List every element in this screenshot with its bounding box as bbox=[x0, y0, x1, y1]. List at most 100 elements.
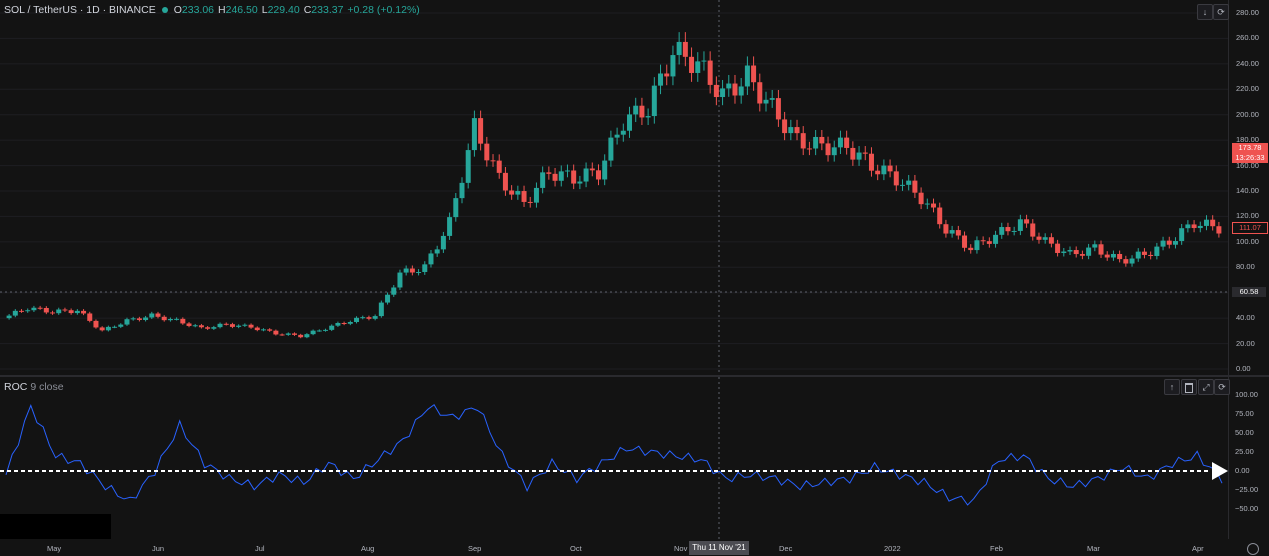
reset-view-icon[interactable]: ⟳ bbox=[1213, 4, 1229, 20]
indicator-params: 9 close bbox=[30, 381, 64, 393]
candle-body bbox=[304, 334, 310, 338]
candle-body bbox=[453, 198, 459, 218]
candle-body bbox=[763, 99, 769, 104]
candle-body bbox=[602, 160, 608, 180]
roc-tick-label: −25.00 bbox=[1235, 485, 1259, 494]
candle-body bbox=[899, 184, 905, 186]
candle-body bbox=[471, 118, 477, 151]
low-key: L bbox=[261, 4, 268, 16]
pane-settings-icon[interactable]: ⟳ bbox=[1214, 379, 1230, 395]
maximize-pane-icon[interactable]: ⤢ bbox=[1198, 379, 1214, 395]
scroll-down-icon[interactable]: ↓ bbox=[1197, 4, 1213, 20]
candle-body bbox=[1048, 237, 1054, 244]
candle-body bbox=[813, 136, 819, 149]
pane-divider[interactable] bbox=[0, 375, 1269, 377]
price-axis[interactable]: 280.00 260.00 240.00 220.00 200.00 180.00 160.… bbox=[1229, 0, 1269, 376]
crosshair-time-label: Thu 11 Nov '21 bbox=[689, 541, 749, 555]
candle-body bbox=[1061, 251, 1067, 253]
candle-body bbox=[248, 324, 254, 328]
candle-body bbox=[924, 203, 930, 205]
time-tick-label: Dec bbox=[779, 544, 793, 553]
price-tick-label: 120.00 bbox=[1236, 211, 1259, 221]
current-price: 173.78 bbox=[1238, 143, 1262, 152]
candle-body bbox=[552, 173, 558, 181]
candle-body bbox=[285, 333, 291, 335]
move-pane-up-icon[interactable]: ↑ bbox=[1164, 379, 1180, 395]
crosshair-price-tag: 60.58 bbox=[1232, 287, 1266, 297]
time-tick-label: Oct bbox=[570, 544, 582, 553]
candle-body bbox=[502, 172, 508, 191]
candle-body bbox=[217, 323, 223, 328]
candle-body bbox=[403, 268, 409, 273]
candle-body bbox=[837, 137, 843, 148]
candle-body bbox=[912, 180, 918, 193]
candle-body bbox=[782, 119, 788, 134]
candle-body bbox=[589, 168, 595, 171]
price-tick-label: 140.00 bbox=[1236, 186, 1259, 195]
candle-body bbox=[186, 323, 192, 326]
delete-pane-icon[interactable] bbox=[1181, 379, 1197, 395]
candle-body bbox=[831, 147, 837, 156]
candle-body bbox=[968, 247, 974, 251]
candle-body bbox=[1185, 224, 1191, 229]
time-tick-label: 2022 bbox=[884, 544, 901, 553]
indicator-legend[interactable]: ROC 9 close bbox=[4, 381, 64, 393]
candle-body bbox=[651, 85, 657, 117]
price-tick-label: 0.00 bbox=[1236, 364, 1251, 373]
roc-tick-label: −50.00 bbox=[1235, 504, 1259, 513]
roc-tick-label: 50.00 bbox=[1235, 428, 1254, 437]
candle-body bbox=[564, 170, 570, 172]
candle-body bbox=[757, 82, 763, 104]
candle-body bbox=[1172, 241, 1178, 245]
candle-body bbox=[931, 203, 937, 208]
candle-body bbox=[409, 268, 415, 273]
candle-body bbox=[354, 317, 360, 322]
candle-body bbox=[236, 325, 242, 327]
candle-body bbox=[906, 180, 912, 185]
low-value: 229.40 bbox=[267, 4, 300, 16]
candle-body bbox=[298, 334, 304, 338]
candle-body bbox=[118, 324, 124, 327]
candle-body bbox=[37, 307, 43, 309]
candle-body bbox=[509, 190, 515, 195]
price-tick-label: 20.00 bbox=[1236, 338, 1255, 348]
candle-body bbox=[1104, 254, 1110, 258]
candle-body bbox=[893, 171, 899, 186]
candle-body bbox=[105, 326, 111, 331]
roc-line bbox=[5, 403, 1223, 506]
time-tick-label: Nov bbox=[674, 544, 688, 553]
gear-icon[interactable] bbox=[1247, 543, 1259, 555]
candle-body bbox=[242, 324, 248, 326]
candle-body bbox=[267, 329, 273, 331]
candle-body bbox=[583, 168, 589, 182]
candle-body bbox=[707, 60, 713, 85]
roc-axis[interactable]: 100.00 75.00 50.00 25.00 0.00 −25.00 −50.00 bbox=[1229, 377, 1269, 539]
candle-body bbox=[124, 319, 130, 325]
candle-body bbox=[434, 249, 440, 254]
candle-body bbox=[1203, 219, 1209, 226]
candle-body bbox=[986, 241, 992, 244]
candle-body bbox=[56, 309, 62, 314]
symbol-title[interactable]: SOL / TetherUS · 1D · BINANCE bbox=[4, 4, 156, 16]
roc-tick-label: 25.00 bbox=[1235, 447, 1254, 456]
candle-body bbox=[12, 310, 18, 316]
candle-body bbox=[25, 310, 31, 312]
candle-body bbox=[999, 227, 1005, 235]
candle-body bbox=[682, 41, 688, 57]
candle-body bbox=[546, 172, 552, 174]
time-axis[interactable]: May Jun Jul Aug Sep Oct Nov Dec 2022 Feb Mar Apr bbox=[0, 539, 1228, 556]
candle-body bbox=[316, 330, 322, 332]
price-chart-pane[interactable] bbox=[0, 0, 1228, 376]
roc-indicator-pane[interactable] bbox=[0, 377, 1228, 539]
candle-body bbox=[478, 118, 484, 144]
roc-tick-label: 100.00 bbox=[1235, 390, 1258, 399]
candle-body bbox=[1042, 237, 1048, 240]
candle-body bbox=[1154, 246, 1160, 256]
candle-body bbox=[1148, 254, 1154, 256]
candle-body bbox=[1191, 224, 1197, 229]
candle-body bbox=[310, 330, 316, 335]
candle-body bbox=[260, 329, 266, 331]
candle-body bbox=[1160, 240, 1166, 247]
market-status-icon bbox=[161, 7, 168, 13]
candle-body bbox=[608, 137, 614, 161]
